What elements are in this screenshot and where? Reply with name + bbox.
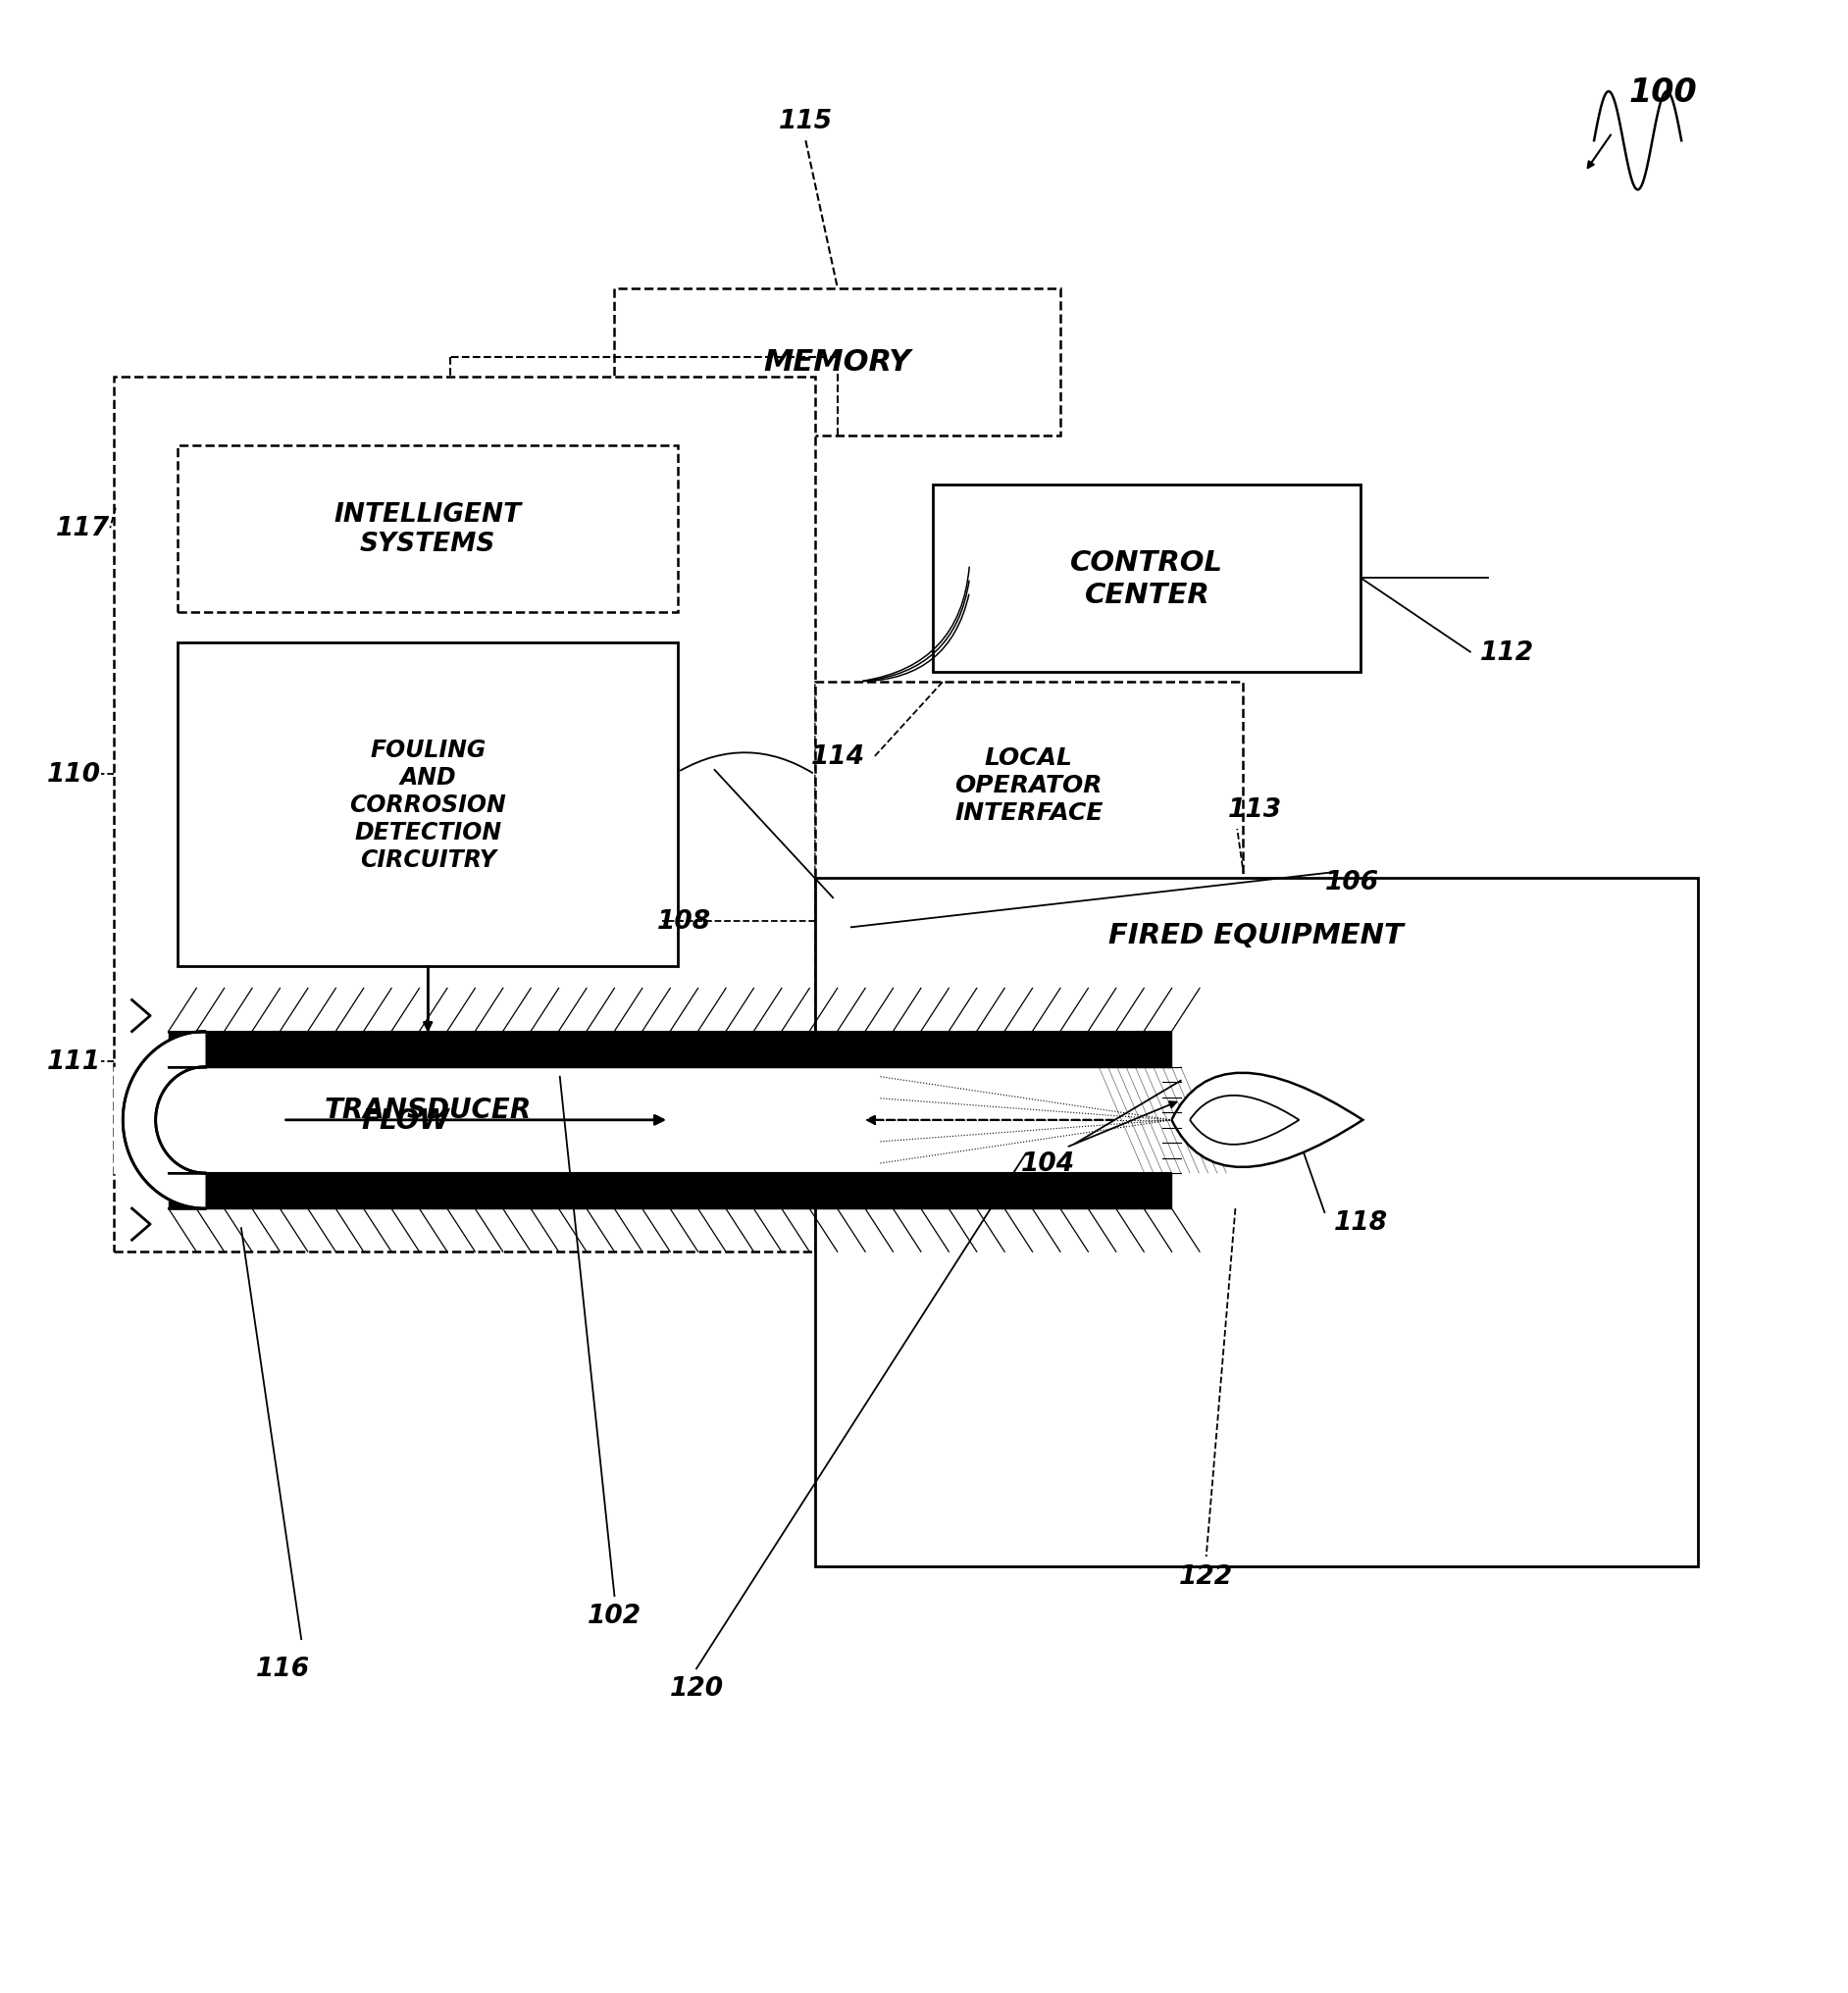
Text: 102: 102 — [588, 1602, 641, 1628]
PathPatch shape — [1190, 1096, 1299, 1144]
Text: TRANSDUCER: TRANSDUCER — [323, 1096, 532, 1124]
Text: 108: 108 — [656, 909, 711, 935]
Text: 117: 117 — [55, 516, 109, 542]
Text: 110: 110 — [46, 761, 102, 787]
Text: 122: 122 — [1179, 1565, 1233, 1588]
Bar — [115, 377, 815, 1252]
Text: 116: 116 — [257, 1656, 310, 1682]
Text: 106: 106 — [1325, 869, 1379, 895]
Text: 100: 100 — [1630, 76, 1698, 108]
Text: 120: 120 — [669, 1676, 723, 1702]
Text: FLOW: FLOW — [360, 1106, 449, 1134]
Text: INTELLIGENT
SYSTEMS: INTELLIGENT SYSTEMS — [334, 502, 521, 558]
Text: FOULING
AND
CORROSION
DETECTION
CIRCUITRY: FOULING AND CORROSION DETECTION CIRCUITR… — [349, 739, 506, 871]
Bar — [177, 642, 678, 967]
Text: 111: 111 — [46, 1048, 102, 1074]
Text: 113: 113 — [1229, 797, 1283, 823]
Bar — [177, 446, 678, 614]
Text: 104: 104 — [1020, 1150, 1076, 1176]
Bar — [615, 289, 1061, 436]
Text: 112: 112 — [1480, 640, 1534, 666]
Text: LOCAL
OPERATOR
INTERFACE: LOCAL OPERATOR INTERFACE — [954, 745, 1103, 825]
Bar — [933, 486, 1360, 672]
Text: FIRED EQUIPMENT: FIRED EQUIPMENT — [1109, 923, 1404, 949]
Text: 118: 118 — [1334, 1210, 1388, 1236]
Text: CONTROL
CENTER: CONTROL CENTER — [1070, 550, 1223, 608]
Text: 114: 114 — [811, 743, 865, 769]
Bar — [815, 879, 1698, 1566]
Bar — [815, 682, 1242, 889]
Polygon shape — [122, 1032, 205, 1210]
Text: 115: 115 — [778, 110, 833, 134]
PathPatch shape — [1172, 1072, 1362, 1168]
Bar — [177, 1036, 678, 1184]
Text: MEMORY: MEMORY — [763, 349, 911, 377]
